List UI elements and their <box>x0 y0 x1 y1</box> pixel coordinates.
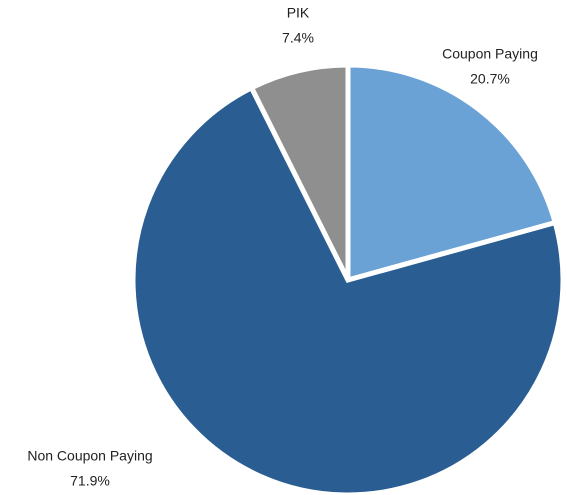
slice-value-label: 20.7% <box>470 71 510 87</box>
slice-value-label: 7.4% <box>282 30 314 46</box>
pie-slice <box>248 62 351 282</box>
slice-value-label: 71.9% <box>70 473 110 489</box>
slice-label: PIK <box>287 5 310 21</box>
pie-slice <box>130 84 566 495</box>
slice-label: Non Coupon Paying <box>27 448 152 464</box>
pie-slice <box>345 62 559 284</box>
slice-label: Coupon Paying <box>442 46 538 62</box>
